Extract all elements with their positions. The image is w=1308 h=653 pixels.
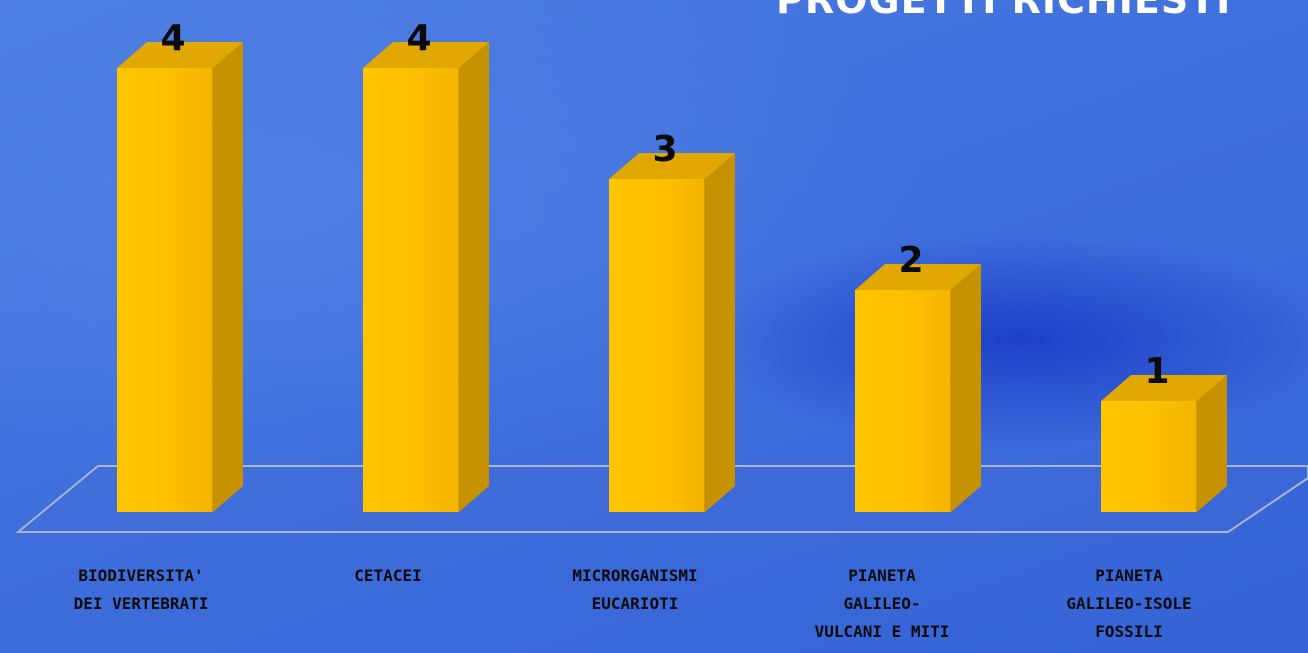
value-label: 4 bbox=[406, 18, 431, 59]
bar-side bbox=[705, 153, 735, 512]
category-label-line: DEI VERTEBRATI bbox=[73, 594, 209, 613]
category-label-line: GALILEO-ISOLE bbox=[1066, 594, 1192, 613]
bar-side bbox=[951, 264, 981, 512]
category-label: PIANETA GALILEO-ISOLE FOSSILI bbox=[1019, 562, 1239, 646]
bar-5 bbox=[1101, 375, 1227, 512]
bar-1 bbox=[117, 42, 243, 512]
bar-top bbox=[855, 264, 981, 290]
bar-side bbox=[213, 42, 243, 512]
bar-top bbox=[363, 42, 489, 68]
category-label: BIODIVERSITA' DEI VERTEBRATI bbox=[31, 562, 251, 618]
bar-2 bbox=[363, 42, 489, 512]
bar-side bbox=[459, 42, 489, 512]
category-label-line: PIANETA bbox=[848, 566, 916, 585]
category-label-line: CETACEI bbox=[354, 566, 422, 585]
category-label-line: EUCARIOTI bbox=[591, 594, 679, 613]
chart-title: PROGETTI RICHIESTI bbox=[776, 0, 1232, 22]
value-label: 4 bbox=[160, 18, 185, 59]
category-label-line: PIANETA bbox=[1095, 566, 1163, 585]
category-label: PIANETA GALILEO- VULCANI E MITI bbox=[772, 562, 992, 646]
bar-front bbox=[1101, 401, 1197, 512]
category-label: CETACEI bbox=[278, 562, 498, 590]
value-label: 3 bbox=[652, 129, 677, 170]
value-label: 2 bbox=[898, 240, 923, 281]
bar-top bbox=[1101, 375, 1227, 401]
bar-top bbox=[609, 153, 735, 179]
value-label: 1 bbox=[1144, 351, 1169, 392]
category-label-line: FOSSILI bbox=[1095, 622, 1163, 641]
category-label-line: GALILEO- bbox=[843, 594, 921, 613]
bar-front bbox=[117, 68, 213, 512]
bar-front bbox=[609, 179, 705, 512]
category-label-line: BIODIVERSITA' bbox=[78, 566, 204, 585]
bar-4 bbox=[855, 264, 981, 512]
bar-3 bbox=[609, 153, 735, 512]
bar-front bbox=[363, 68, 459, 512]
bar-side bbox=[1197, 375, 1227, 512]
category-label: MICRORGANISMI EUCARIOTI bbox=[525, 562, 745, 618]
category-label-line: MICRORGANISMI bbox=[572, 566, 698, 585]
bar-front bbox=[855, 290, 951, 512]
category-label-line: VULCANI E MITI bbox=[814, 622, 950, 641]
bar-top bbox=[117, 42, 243, 68]
